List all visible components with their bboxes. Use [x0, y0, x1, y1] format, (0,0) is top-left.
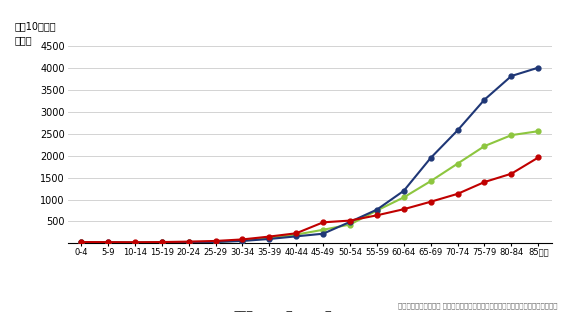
女 [185, 240, 192, 243]
男 [400, 189, 407, 193]
女 [347, 219, 354, 222]
男女計 [454, 162, 461, 165]
Text: 人口10万人対: 人口10万人対 [14, 21, 56, 31]
男女計 [105, 241, 111, 244]
女 [427, 200, 434, 204]
女 [535, 156, 542, 159]
女 [293, 232, 300, 235]
女 [508, 172, 515, 176]
女 [481, 180, 488, 184]
女 [320, 221, 327, 224]
男女計 [320, 228, 327, 232]
男女計 [185, 240, 192, 244]
Legend: 男女計, 男, 女: 男女計, 男, 女 [206, 307, 336, 312]
Line: 男女計: 男女計 [79, 129, 540, 245]
男 [427, 156, 434, 160]
男 [293, 235, 300, 238]
女 [158, 240, 165, 244]
男 [373, 208, 380, 212]
女 [131, 240, 138, 244]
男 [78, 241, 84, 244]
男女計 [266, 236, 272, 240]
Text: （人）: （人） [14, 35, 32, 45]
男 [212, 240, 219, 244]
男 [185, 241, 192, 244]
男女計 [212, 240, 219, 244]
男女計 [78, 241, 84, 244]
女 [373, 213, 380, 217]
男 [239, 239, 246, 243]
男 [158, 241, 165, 244]
女 [212, 239, 219, 243]
女 [78, 240, 84, 244]
男 [535, 66, 542, 70]
女 [105, 240, 111, 244]
Text: 国立がん研究センター がん情報センター『人口動態によるがん死亡データより作図: 国立がん研究センター がん情報センター『人口動態によるがん死亡データより作図 [398, 302, 557, 309]
女 [239, 237, 246, 241]
男 [266, 237, 272, 241]
男女計 [535, 129, 542, 133]
男女計 [373, 209, 380, 212]
男女計 [293, 233, 300, 236]
Line: 男: 男 [79, 65, 540, 245]
女 [400, 207, 407, 211]
男女計 [400, 196, 407, 199]
男 [481, 98, 488, 101]
男女計 [131, 241, 138, 245]
男女計 [347, 223, 354, 227]
男女計 [508, 133, 515, 137]
女 [454, 192, 461, 196]
Line: 女: 女 [79, 155, 540, 245]
男女計 [427, 179, 434, 183]
男 [320, 232, 327, 236]
男女計 [239, 239, 246, 242]
男 [347, 220, 354, 224]
女 [266, 235, 272, 238]
男 [454, 129, 461, 132]
男 [131, 241, 138, 244]
男 [105, 241, 111, 244]
男女計 [481, 144, 488, 148]
男 [508, 74, 515, 78]
男女計 [158, 241, 165, 244]
